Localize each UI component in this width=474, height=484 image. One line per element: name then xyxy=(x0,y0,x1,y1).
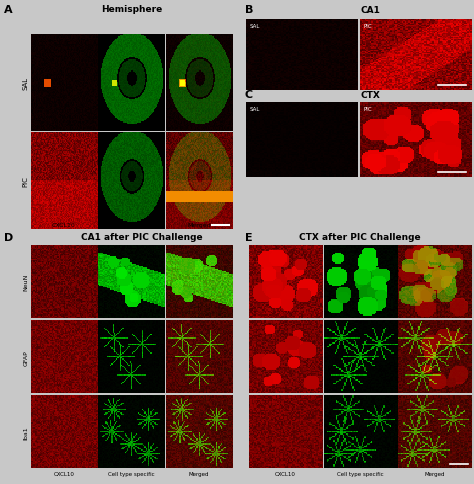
Text: NeuN: NeuN xyxy=(23,273,28,291)
Text: CTX: CTX xyxy=(360,91,380,99)
Text: GFAP: GFAP xyxy=(23,349,28,365)
Text: Merged: Merged xyxy=(189,471,210,476)
Text: A: A xyxy=(4,5,12,15)
Text: SAL: SAL xyxy=(250,24,260,29)
Text: CA1 after PIC Challenge: CA1 after PIC Challenge xyxy=(81,233,202,242)
Text: Merged: Merged xyxy=(425,471,445,476)
Text: PIC: PIC xyxy=(363,106,372,111)
Text: PIC: PIC xyxy=(22,176,28,187)
Text: CXCL10: CXCL10 xyxy=(52,222,76,227)
Text: Cell type specific: Cell type specific xyxy=(337,471,383,476)
Text: Merged: Merged xyxy=(187,222,211,227)
Text: CXCL10: CXCL10 xyxy=(275,471,296,476)
Text: SAL: SAL xyxy=(250,106,260,111)
Text: Iba1: Iba1 xyxy=(23,425,28,439)
Text: Hemisphere: Hemisphere xyxy=(101,5,162,14)
Text: D: D xyxy=(4,232,13,242)
Text: Cell type specific: Cell type specific xyxy=(108,471,155,476)
Text: B: B xyxy=(245,5,253,15)
Text: C: C xyxy=(245,90,253,100)
Text: E: E xyxy=(245,232,252,242)
Text: CXCL10: CXCL10 xyxy=(54,471,74,476)
Text: PIC: PIC xyxy=(363,24,372,29)
Text: CA1: CA1 xyxy=(360,6,380,15)
Text: CTX after PIC Challenge: CTX after PIC Challenge xyxy=(300,233,421,242)
Text: NeuN: NeuN xyxy=(123,222,140,227)
Text: SAL: SAL xyxy=(22,76,28,90)
